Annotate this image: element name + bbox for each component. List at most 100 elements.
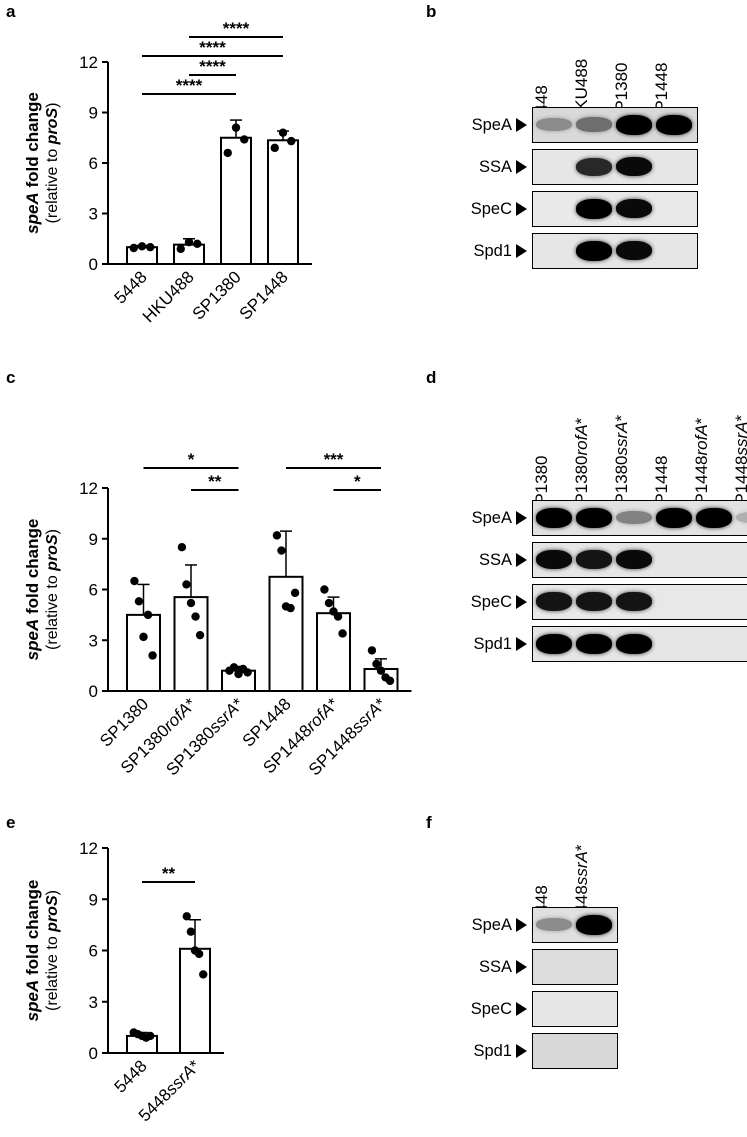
data-point <box>186 598 196 608</box>
significance-label: **** <box>199 57 226 76</box>
data-point <box>385 676 395 686</box>
significance-label: * <box>354 472 361 491</box>
data-point <box>272 531 282 540</box>
y-tick-label: 12 <box>79 839 98 858</box>
data-point <box>277 546 286 555</box>
blot-row-label: SpeA <box>471 915 512 934</box>
blot-row-label: SSA <box>478 157 512 176</box>
arrow-right-icon <box>516 1002 527 1016</box>
blot-band <box>656 507 692 528</box>
panel-label-a: a <box>6 2 16 21</box>
blot-band <box>576 592 612 611</box>
blot-row-label: SSA <box>478 550 512 569</box>
bar <box>220 136 252 265</box>
data-point <box>199 970 208 979</box>
data-point <box>193 239 202 248</box>
data-point <box>139 632 148 642</box>
panel-label-e: e <box>6 813 16 832</box>
x-tick-label: SP1448 <box>236 267 292 323</box>
bar <box>173 596 209 692</box>
data-point <box>290 588 300 598</box>
panel-label-f: f <box>426 813 432 832</box>
data-point <box>270 143 279 153</box>
blot-strip <box>532 500 747 536</box>
blot-strip <box>532 149 698 185</box>
data-point <box>338 629 347 638</box>
x-tick-label: 5448 <box>111 267 151 307</box>
blot-band <box>536 118 572 131</box>
blot-strip <box>532 949 618 985</box>
blot-band <box>576 633 612 654</box>
data-point <box>130 576 139 586</box>
blot-row: Spd1 <box>426 233 698 269</box>
data-point <box>146 242 155 252</box>
arrow-right-icon <box>516 553 527 567</box>
y-tick-label: 3 <box>89 205 98 224</box>
x-tick-label: 5448 <box>111 1056 151 1096</box>
y-tick-label: 3 <box>89 631 98 650</box>
blot-row-label: Spd1 <box>473 1041 512 1060</box>
data-point <box>278 128 288 137</box>
arrow-right-icon <box>516 637 527 651</box>
y-tick-label: 6 <box>89 154 98 173</box>
y-axis-label: speA fold change <box>23 880 42 1022</box>
y-axis-label: speA fold change <box>23 92 42 234</box>
data-point <box>177 543 187 552</box>
blot-band <box>616 114 652 135</box>
blot-f: 5448 5448ssrA* SpeA SSA SpeC Spd1 <box>426 813 618 1085</box>
blot-strip <box>532 907 618 943</box>
blot-band <box>736 511 747 524</box>
data-point <box>367 646 377 655</box>
arrow-right-icon <box>516 511 527 525</box>
blot-row: SpeC <box>426 991 618 1027</box>
blot-row-label: SpeC <box>470 999 512 1018</box>
blot-strip <box>532 584 747 620</box>
blot-strip <box>532 1033 618 1069</box>
y-axis-sublabel: (relative to proS) <box>44 103 61 224</box>
data-point <box>231 123 241 132</box>
bar <box>179 947 211 1055</box>
arrow-right-icon <box>516 595 527 609</box>
chart-a: 0 3 6 9 12 speA fold change (relative to proS)… <box>23 19 312 326</box>
blot-row-label: SpeC <box>470 199 512 218</box>
data-point <box>243 668 252 677</box>
data-point <box>182 912 191 921</box>
data-point <box>191 612 200 621</box>
blot-row: SpeC <box>426 584 747 620</box>
bar <box>316 612 351 692</box>
x-tick-label: SP1380 <box>189 267 245 323</box>
y-tick-label: 0 <box>89 255 98 274</box>
blot-band <box>536 592 572 611</box>
data-point <box>129 243 138 253</box>
blot-row-label: Spd1 <box>473 634 512 653</box>
blot-row: SpeA <box>426 107 698 143</box>
data-point <box>286 603 295 613</box>
data-point <box>333 612 343 621</box>
blot-row-label: SSA <box>478 957 512 976</box>
x-tick-label: HKU488 <box>139 267 198 326</box>
blot-band <box>576 117 612 132</box>
data-point <box>137 242 147 251</box>
blot-row: SpeC <box>426 191 698 227</box>
y-tick-label: 9 <box>89 890 98 909</box>
blot-band <box>616 240 652 261</box>
blot-row: SSA <box>426 542 747 578</box>
data-point <box>134 597 144 606</box>
arrow-right-icon <box>516 118 527 132</box>
blot-strip <box>532 107 698 143</box>
data-point <box>182 580 191 589</box>
data-point <box>195 630 205 640</box>
arrow-right-icon <box>516 1044 527 1058</box>
blot-strip <box>532 626 747 662</box>
significance-label: *** <box>324 450 344 469</box>
bar <box>267 139 299 265</box>
data-point <box>186 927 196 936</box>
y-axis-sublabel: (relative to proS) <box>44 529 61 650</box>
blot-row: SSA <box>426 149 698 185</box>
data-point <box>146 1031 155 1041</box>
blot-band <box>576 157 612 176</box>
blot-band <box>576 198 612 219</box>
significance-label: ** <box>162 864 176 883</box>
blot-band <box>576 507 612 528</box>
blot-row: SpeA <box>426 500 747 536</box>
